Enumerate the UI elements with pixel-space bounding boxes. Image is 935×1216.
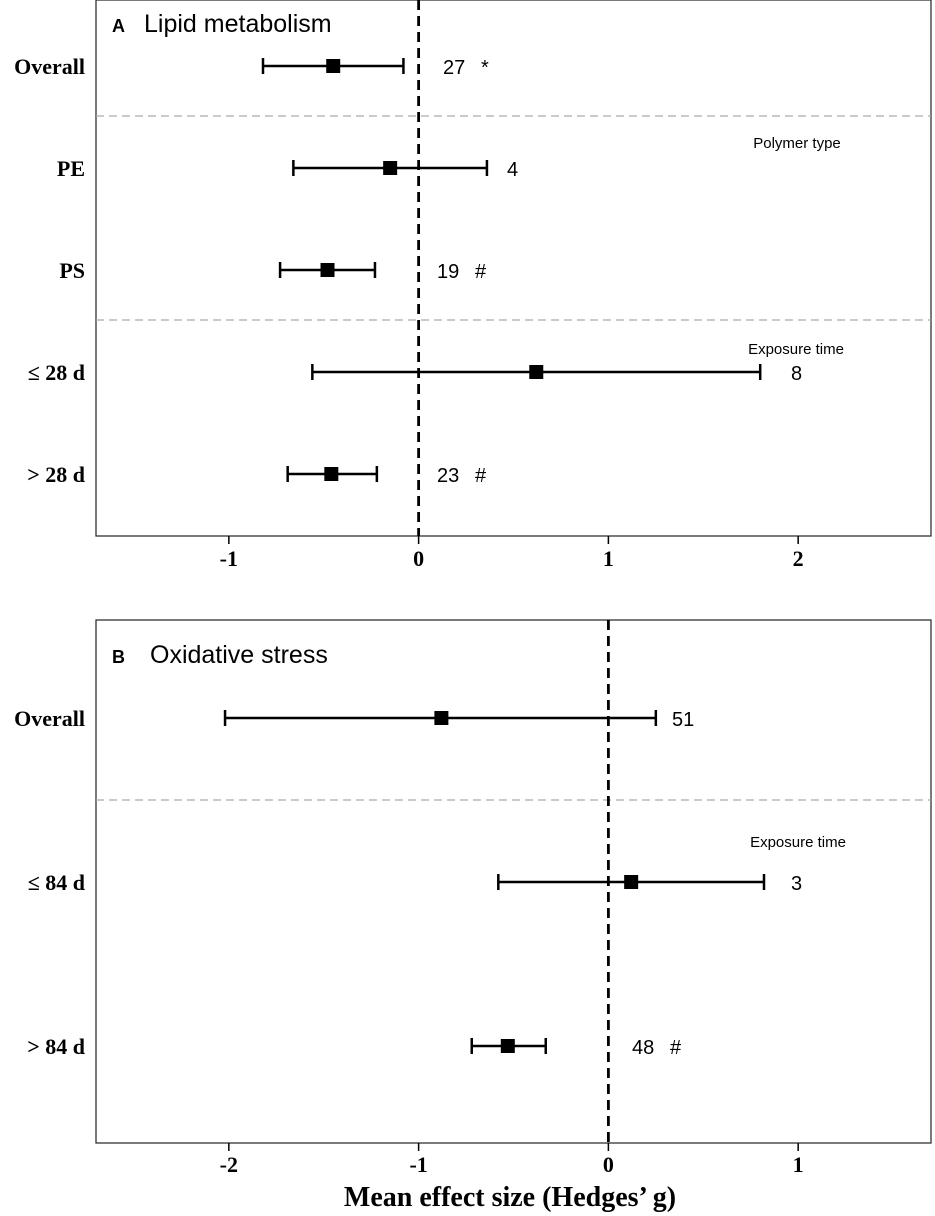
panel-a-row-overall-significance-mark: * (481, 57, 489, 79)
panel-b-letter: B (112, 647, 125, 667)
panel-a-group-label-exposure-time: Exposure time (748, 341, 844, 358)
panel-a-row-ps-point-estimate (320, 263, 335, 277)
panel-a-x-tick-label: 1 (603, 546, 614, 571)
panel-a-rows: Overall 27 * PE 4 PS 19 # ≤ 28 d 8 > 28 d 23 # (14, 54, 802, 487)
panel-a-row-gt-28-d-label: > 28 d (27, 462, 85, 487)
panel-b-row-overall-label: Overall (14, 706, 85, 731)
panel-a-x-tick-label: 2 (793, 546, 804, 571)
panel-b-row-gt-84-d-sample-size: 48 (632, 1037, 654, 1059)
panel-a-x-tick-label: -1 (220, 546, 238, 571)
panel-a-row-pe-sample-size: 4 (507, 159, 518, 181)
panel-a-row-pe-label: PE (57, 156, 85, 181)
panel-b-x-axis: -2 -1 0 1 (220, 1143, 804, 1177)
panel-a-row-overall-point-estimate (326, 59, 341, 73)
panel-a-row-le-28-d-point-estimate (529, 365, 544, 379)
panel-b-row-overall-point-estimate (434, 711, 449, 725)
panel-b-row-le-84-d-label: ≤ 84 d (28, 870, 85, 895)
panel-b-frame (95, 619, 932, 1144)
panel-a-frame (95, 0, 932, 537)
x-axis-title: Mean effect size (Hedges’ g) (344, 1182, 676, 1213)
panel-a-x-axis: -1 0 1 2 (220, 536, 804, 571)
panel-a-group-label-polymer-type: Polymer type (753, 135, 841, 152)
panel-a-row-gt-28-d-significance-mark: # (475, 465, 487, 487)
panel-b-row-overall: Overall 51 (14, 706, 694, 731)
panel-a-row-overall-sample-size: 27 (443, 57, 465, 79)
panel-b-x-tick-label: 0 (603, 1152, 614, 1177)
panel-b-row-le-84-d-point-estimate (624, 875, 639, 889)
panel-a-row-gt-28-d-point-estimate (324, 467, 339, 481)
panel-a-row-le-28-d: ≤ 28 d 8 (28, 360, 802, 385)
panel-a-x-tick-label: 0 (413, 546, 424, 571)
panel-b-row-gt-84-d-significance-mark: # (670, 1037, 682, 1059)
panel-b-rows: Overall 51 ≤ 84 d 3 > 84 d 48 # (14, 706, 802, 1059)
panel-b-group-label-exposure-time: Exposure time (750, 834, 846, 851)
panel-a-row-ps-sample-size: 19 (437, 261, 459, 283)
panel-a-row-gt-28-d-sample-size: 23 (437, 465, 459, 487)
panel-a-row-ps-label: PS (59, 258, 85, 283)
panel-a-row-ps: PS 19 # (59, 258, 487, 283)
panel-b-x-tick-label: 1 (793, 1152, 804, 1177)
panel-a-row-le-28-d-sample-size: 8 (791, 363, 802, 385)
panel-b-row-le-84-d-sample-size: 3 (791, 873, 802, 895)
panel-a-row-pe-point-estimate (383, 161, 398, 175)
panel-a-row-overall: Overall 27 * (14, 54, 489, 79)
panel-a-row-le-28-d-label: ≤ 28 d (28, 360, 85, 385)
panel-b-row-le-84-d: ≤ 84 d 3 (28, 870, 802, 895)
panel-a-row-pe: PE 4 (57, 156, 518, 181)
panel-b-row-gt-84-d-point-estimate (500, 1039, 515, 1053)
panel-a-lipid-metabolism: A Lipid metabolism Polymer type Exposure… (14, 0, 932, 571)
panel-b-x-tick-label: -2 (220, 1152, 238, 1177)
panel-b-x-tick-label: -1 (409, 1152, 427, 1177)
panel-b-title: Oxidative stress (150, 641, 328, 669)
panel-b-oxidative-stress: B Oxidative stress Exposure time -2 -1 0 1 … (14, 619, 932, 1177)
panel-b-row-overall-sample-size: 51 (672, 709, 694, 731)
panel-b-row-gt-84-d: > 84 d 48 # (27, 1034, 682, 1059)
panel-b-row-gt-84-d-label: > 84 d (27, 1034, 85, 1059)
panel-a-row-ps-significance-mark: # (475, 261, 487, 283)
panel-a-row-overall-label: Overall (14, 54, 85, 79)
panel-a-title: Lipid metabolism (144, 10, 332, 38)
panel-a-letter: A (112, 16, 125, 36)
panel-a-row-gt-28-d: > 28 d 23 # (27, 462, 487, 487)
